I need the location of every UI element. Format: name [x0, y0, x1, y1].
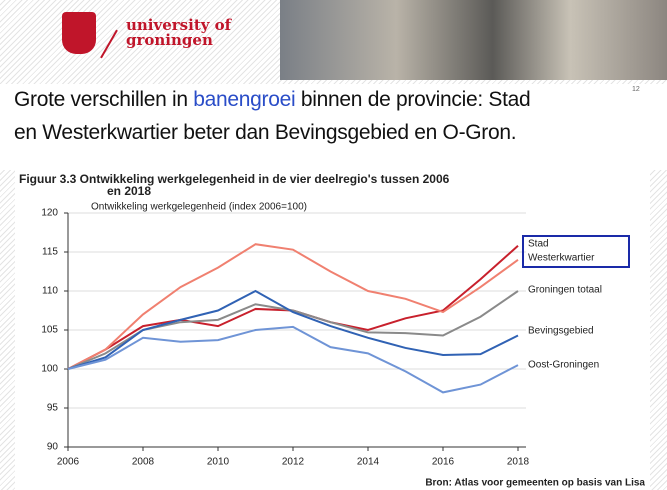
logo-slash	[100, 29, 118, 59]
heading-text: binnen de provincie: Stad	[295, 88, 531, 111]
chart-subtitle: Ontwikkeling werkgelegenheid (index 2006…	[91, 202, 307, 213]
series-line	[67, 243, 519, 370]
series-label: Bevingsgebied	[528, 326, 594, 337]
x-tick-label: 2012	[282, 457, 305, 468]
series-label: Groningen totaal	[528, 285, 602, 296]
x-tick-label: 2006	[57, 457, 80, 468]
x-tick-label: 2016	[432, 457, 455, 468]
series-line	[67, 289, 519, 370]
heading: Grote verschillen in banengroei binnen d…	[0, 84, 667, 170]
y-tick-label: 110	[42, 286, 58, 297]
y-tick-label: 90	[47, 442, 59, 453]
y-tick-label: 95	[47, 403, 59, 414]
x-tick-label: 2018	[507, 457, 530, 468]
chart-title: Figuur 3.3 Ontwikkeling werkgelegenheid …	[19, 172, 450, 186]
header-photos	[280, 0, 667, 80]
series-label: Stad	[528, 239, 549, 250]
logo-line: groningen	[126, 31, 213, 49]
heading-line: Grote verschillen in banengroei binnen d…	[14, 88, 531, 112]
series-line	[67, 325, 519, 394]
heading-line: en Westerkwartier beter dan Bevingsgebie…	[14, 121, 517, 144]
y-tick-label: 115	[42, 247, 58, 258]
header: university of groningen	[0, 0, 667, 80]
logo-text: university of groningen	[126, 18, 231, 48]
series-label: Oost-Groningen	[528, 360, 599, 371]
series-label: Westerkwartier	[528, 253, 595, 264]
chart-title: en 2018	[107, 184, 151, 198]
chart-source: Bron: Atlas voor gemeenten op basis van …	[425, 478, 645, 489]
y-tick-label: 100	[41, 364, 58, 375]
x-tick-label: 2014	[357, 457, 380, 468]
heading-highlight: banengroei	[193, 88, 296, 111]
logo-line: university of	[126, 16, 232, 34]
x-tick-label: 2008	[132, 457, 155, 468]
highlight-box	[522, 235, 630, 268]
heading-text: Grote verschillen in	[14, 88, 194, 111]
logo-crest	[62, 12, 96, 54]
x-tick-label: 2010	[207, 457, 230, 468]
y-tick-label: 120	[41, 208, 58, 219]
y-tick-label: 105	[41, 325, 58, 336]
chart: Figuur 3.3 Ontwikkeling werkgelegenheid …	[15, 170, 650, 490]
page-number: 12	[632, 86, 640, 93]
